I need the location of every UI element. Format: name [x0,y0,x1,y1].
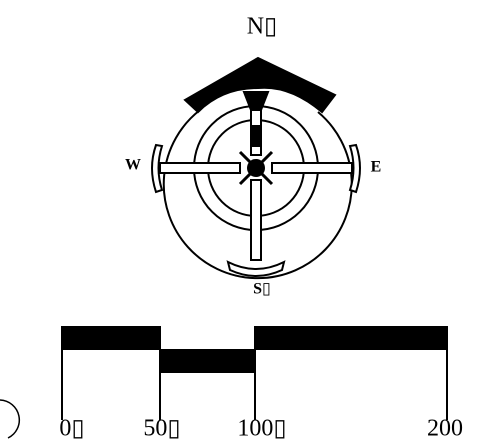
north-tip [242,91,270,111]
scale-label: 0▯ [59,416,84,439]
scale-label: 50▯ [143,416,180,439]
south-arm [250,179,262,261]
east-arm [271,162,353,174]
partial-circle [0,399,21,439]
east-cap [348,143,361,194]
scale-segment [61,326,161,350]
scale-segment [254,326,448,350]
south-label: S▯ [253,281,271,298]
north-crown [183,56,337,114]
scale-label: 100▯ [237,416,286,439]
north-label: N▯ [247,14,278,40]
scale-segment [159,349,256,373]
north-needle [252,125,260,147]
west-label: W [125,157,141,174]
south-cap [226,260,286,277]
east-label: E [371,159,382,176]
west-cap [151,143,164,194]
scale-bar [61,326,448,420]
west-arm [159,162,241,174]
center-cross [238,150,274,186]
scale-label: 200 [427,416,463,439]
compass-rose [151,56,361,280]
